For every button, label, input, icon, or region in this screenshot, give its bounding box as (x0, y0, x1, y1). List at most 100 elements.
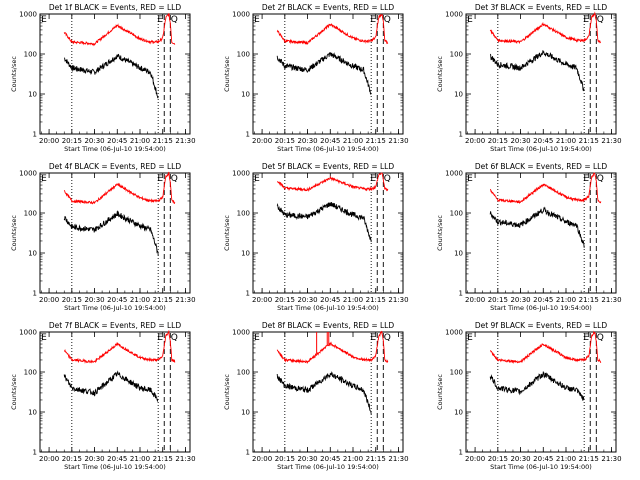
y-tick-label: 1000 (232, 170, 250, 178)
y-tick-label: 1 (459, 290, 463, 298)
interval-marker: E (370, 333, 376, 343)
interval-marker: Q (597, 333, 604, 343)
x-axis-label: Start Time (06-Jul-10 19:54:00) (490, 304, 592, 312)
chart-title: Det 9f BLACK = Events, RED = LLD (475, 321, 608, 330)
lld-series-line (277, 172, 389, 192)
x-tick-label: 20:00 (465, 137, 485, 145)
chart-panel: Det 3f BLACK = Events, RED = LLD 1 10 100 10… (436, 3, 622, 153)
y-tick-label: 1000 (232, 11, 250, 19)
y-tick-label: 10 (241, 91, 250, 99)
y-tick-label: 1 (246, 131, 250, 139)
interval-marker: E (370, 174, 376, 184)
y-tick-label: 1000 (232, 329, 250, 337)
interval-marker: E (157, 333, 163, 343)
x-tick-label: 21:15 (579, 137, 599, 145)
y-tick-label: 1 (246, 290, 250, 298)
interval-marker: Q (384, 333, 391, 343)
lld-series-line (489, 172, 602, 205)
x-tick-label: 20:30 (297, 455, 317, 463)
interval-marker: E (583, 174, 589, 184)
x-tick-label: 20:00 (39, 455, 59, 463)
x-tick-label: 20:30 (84, 455, 104, 463)
lld-series-line (276, 330, 389, 364)
y-tick-label: 10 (28, 409, 37, 417)
x-tick-label: 20:15 (62, 455, 82, 463)
x-tick-label: 21:15 (579, 455, 599, 463)
y-tick-label: 100 (450, 210, 463, 218)
y-tick-label: 1 (459, 131, 463, 139)
x-tick-label: 21:15 (153, 296, 173, 304)
x-tick-label: 20:45 (320, 137, 340, 145)
x-axis-label: Start Time (06-Jul-10 19:54:00) (490, 463, 592, 471)
interval-marker: E (583, 333, 589, 343)
x-tick-label: 20:45 (107, 455, 127, 463)
interval-marker: E (467, 174, 473, 184)
x-tick-label: 21:15 (579, 296, 599, 304)
x-tick-label: 21:00 (130, 137, 150, 145)
y-axis-label: Counts/sec (436, 56, 444, 92)
x-tick-label: 21:30 (601, 137, 621, 145)
interval-marker: Q (597, 15, 604, 25)
x-tick-label: 20:30 (84, 137, 104, 145)
x-tick-label: 21:15 (153, 137, 173, 145)
y-tick-label: 10 (241, 250, 250, 258)
y-tick-label: 1000 (445, 11, 463, 19)
y-tick-label: 10 (28, 250, 37, 258)
x-tick-label: 21:00 (556, 137, 576, 145)
plot-frame (252, 172, 404, 294)
interval-marker: Q (384, 174, 391, 184)
events-series-line (63, 210, 159, 256)
x-tick-label: 20:15 (62, 137, 82, 145)
x-tick-label: 20:15 (275, 455, 295, 463)
interval-marker: E (157, 174, 163, 184)
x-tick-label: 21:30 (388, 455, 408, 463)
interval-marker: E (254, 333, 260, 343)
x-axis-label: Start Time (06-Jul-10 19:54:00) (64, 145, 166, 153)
chart-panel: Det 5f BLACK = Events, RED = LLD 1 10 100 10… (223, 162, 409, 312)
x-tick-label: 20:00 (39, 296, 59, 304)
x-tick-label: 20:15 (488, 137, 508, 145)
x-tick-label: 20:00 (465, 455, 485, 463)
interval-marker: Q (597, 174, 604, 184)
plot-frame (465, 331, 617, 453)
x-tick-label: 20:00 (252, 455, 272, 463)
interval-marker: E (467, 333, 473, 343)
x-tick-label: 20:00 (252, 137, 272, 145)
y-tick-label: 100 (24, 210, 37, 218)
y-tick-label: 1 (33, 290, 37, 298)
x-tick-label: 21:00 (130, 296, 150, 304)
chart-title: Det 2f BLACK = Events, RED = LLD (262, 3, 395, 12)
y-axis-label: Counts/sec (223, 374, 231, 410)
events-series-line (276, 371, 372, 415)
lld-series-line (63, 13, 176, 47)
events-series-line (276, 201, 372, 243)
y-tick-label: 1000 (445, 329, 463, 337)
x-tick-label: 21:00 (130, 455, 150, 463)
x-tick-label: 21:30 (175, 455, 195, 463)
events-series-line (489, 206, 585, 248)
y-tick-label: 1000 (19, 170, 37, 178)
interval-marker: E (467, 15, 473, 25)
chart-title: Det 7f BLACK = Events, RED = LLD (49, 321, 182, 330)
x-tick-label: 20:30 (510, 137, 530, 145)
x-tick-label: 21:30 (175, 296, 195, 304)
plot-frame (252, 331, 404, 453)
interval-marker: E (41, 15, 47, 25)
interval-marker: E (157, 15, 163, 25)
chart-panel: Det 1f BLACK = Events, RED = LLD 1 10 100 10… (10, 3, 196, 153)
x-tick-label: 20:15 (488, 455, 508, 463)
x-tick-label: 21:30 (388, 137, 408, 145)
x-tick-label: 20:45 (533, 137, 553, 145)
y-tick-label: 100 (24, 51, 37, 59)
chart-title: Det 5f BLACK = Events, RED = LLD (262, 162, 395, 171)
x-tick-label: 20:15 (275, 137, 295, 145)
y-axis-label: Counts/sec (223, 215, 231, 251)
x-tick-label: 20:15 (488, 296, 508, 304)
y-tick-label: 100 (450, 369, 463, 377)
x-tick-label: 21:15 (366, 455, 386, 463)
interval-marker: E (254, 15, 260, 25)
x-tick-label: 21:15 (153, 455, 173, 463)
x-tick-label: 20:45 (107, 296, 127, 304)
y-tick-label: 1000 (445, 170, 463, 178)
x-tick-label: 20:30 (297, 137, 317, 145)
